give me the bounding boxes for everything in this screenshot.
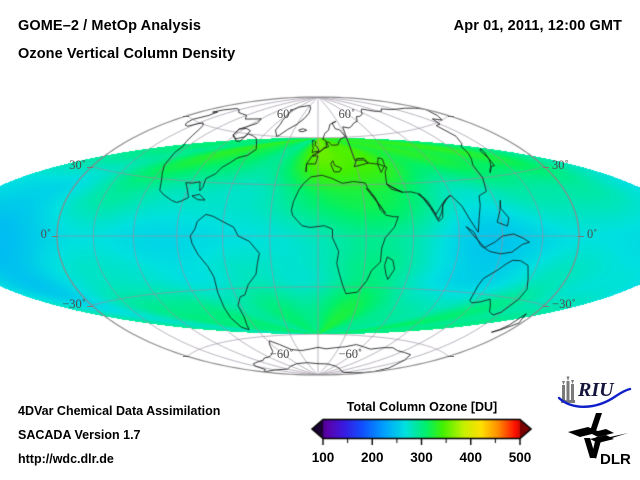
lat-tick-left	[52, 236, 58, 237]
page-title: GOME–2 / MetOp Analysis	[18, 18, 202, 34]
riu-logo: RIU	[557, 376, 632, 408]
lat-label-left-neg30: −30˚	[62, 296, 86, 311]
footer-url[interactable]: http://wdc.dlr.de	[18, 452, 114, 466]
colorbar-tick-500: 500	[508, 450, 532, 465]
lat-tick-right	[543, 305, 550, 307]
lat-tick-left	[86, 166, 93, 168]
lat-tick-left	[182, 356, 189, 358]
lat-tick-left	[86, 305, 93, 307]
dlr-logo: DLR	[568, 413, 631, 468]
footer-version: SACADA Version 1.7	[18, 428, 141, 442]
lat-label-left-0: 0˚	[40, 227, 51, 241]
lat-tick-right	[447, 356, 454, 358]
analysis-timestamp: Apr 01, 2011, 12:00 GMT	[453, 18, 622, 34]
lat-tick-left	[182, 115, 189, 117]
colorbar-tick-100: 100	[311, 450, 335, 465]
lat-label-right-60: 60˚	[338, 106, 356, 121]
riu-logo-text: RIU	[577, 379, 615, 401]
lat-label-left-60: 60˚	[276, 106, 294, 121]
colorbar-tick-400: 400	[459, 450, 483, 465]
lat-label-right-neg60: −60˚	[338, 347, 363, 362]
lat-label-left-30: 30˚	[69, 157, 86, 172]
lat-label-left-neg60: −60˚	[269, 347, 294, 362]
colorbar-tick-300: 300	[410, 450, 433, 465]
lat-tick-right	[578, 236, 584, 237]
lat-label-right-30: 30˚	[552, 157, 569, 172]
lat-label-right-neg30: −30˚	[552, 296, 576, 311]
colorbar	[306, 418, 538, 448]
colorbar-tick-200: 200	[360, 450, 384, 465]
dlr-logo-text: DLR	[600, 451, 631, 468]
ozone-map	[0, 80, 640, 390]
footer-method: 4DVar Chemical Data Assimilation	[18, 404, 221, 418]
page-subtitle: Ozone Vertical Column Density	[18, 46, 236, 62]
colorbar-title: Total Column Ozone [DU]	[346, 400, 498, 414]
lat-tick-right	[447, 115, 454, 117]
lat-tick-right	[543, 166, 550, 168]
lat-label-right-0: 0˚	[587, 227, 598, 241]
